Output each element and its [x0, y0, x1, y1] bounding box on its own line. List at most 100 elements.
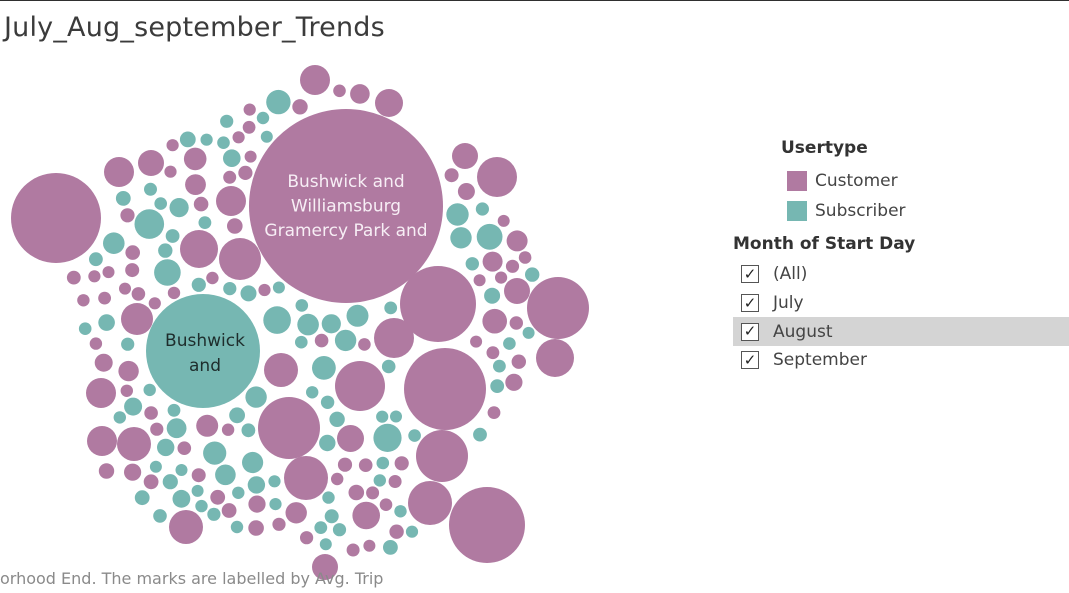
filter-option-july[interactable]: ✓ July — [733, 289, 1069, 318]
bubble[interactable] — [408, 481, 452, 525]
bubble[interactable] — [248, 495, 266, 513]
bubble[interactable] — [223, 282, 237, 296]
bubble[interactable] — [242, 120, 256, 134]
bubble[interactable] — [191, 468, 206, 483]
bubble[interactable] — [183, 147, 207, 171]
bubble[interactable] — [247, 476, 266, 494]
bubble[interactable] — [86, 378, 116, 408]
bubble[interactable] — [482, 308, 508, 334]
bubble[interactable] — [383, 540, 398, 555]
bubble[interactable] — [373, 423, 402, 452]
bubble[interactable] — [180, 230, 218, 268]
bubble[interactable] — [98, 291, 111, 305]
bubble[interactable] — [238, 165, 253, 180]
bubble[interactable] — [346, 304, 369, 327]
bubble[interactable] — [374, 318, 414, 358]
bubble[interactable] — [450, 227, 472, 249]
bubble[interactable] — [292, 99, 308, 115]
checkbox-checked-icon[interactable]: ✓ — [741, 351, 759, 370]
bubble[interactable] — [475, 202, 489, 216]
bubble[interactable] — [150, 422, 164, 436]
bubble[interactable] — [244, 150, 257, 163]
bubble[interactable] — [207, 507, 221, 521]
bubble[interactable] — [263, 306, 291, 334]
bubble[interactable] — [536, 339, 574, 377]
bubble[interactable] — [446, 203, 469, 226]
bubble[interactable] — [416, 430, 468, 482]
bubble[interactable] — [158, 243, 173, 258]
bubble[interactable] — [358, 458, 373, 473]
checkbox-checked-icon[interactable]: ✓ — [741, 294, 759, 313]
bubble[interactable] — [191, 277, 206, 292]
bubble[interactable] — [319, 538, 332, 551]
bubble[interactable] — [297, 313, 319, 336]
bubble[interactable] — [131, 287, 146, 301]
bubble[interactable] — [358, 338, 371, 351]
bubble[interactable] — [373, 474, 386, 487]
bubble[interactable] — [376, 410, 389, 423]
bubble[interactable] — [366, 486, 380, 500]
bubble[interactable] — [408, 429, 421, 442]
bubble[interactable] — [352, 501, 381, 530]
bubble[interactable] — [119, 282, 131, 295]
bubble[interactable] — [322, 491, 335, 504]
bubble[interactable] — [272, 281, 285, 294]
bubble[interactable] — [511, 354, 526, 369]
bubble[interactable] — [314, 521, 328, 534]
bubble[interactable] — [162, 474, 178, 490]
bubble[interactable] — [221, 503, 237, 518]
bubble[interactable] — [379, 498, 393, 512]
bubble[interactable] — [125, 263, 140, 278]
bubble[interactable] — [210, 489, 226, 505]
bubble[interactable] — [169, 198, 189, 218]
bubble[interactable] — [102, 266, 115, 279]
bubble[interactable] — [193, 196, 209, 212]
bubble[interactable] — [153, 509, 167, 523]
bubble[interactable] — [89, 252, 103, 267]
bubble[interactable] — [394, 505, 407, 518]
bubble[interactable] — [497, 214, 510, 227]
bubble[interactable] — [242, 451, 264, 474]
bubble[interactable] — [77, 294, 90, 307]
bubble[interactable] — [493, 359, 506, 373]
bubble[interactable] — [506, 230, 528, 252]
bubble[interactable] — [334, 329, 357, 352]
bubble[interactable] — [169, 510, 203, 544]
bubble[interactable] — [217, 136, 230, 149]
bubble[interactable] — [223, 149, 241, 167]
bubble[interactable] — [120, 384, 133, 397]
bubble[interactable] — [284, 456, 328, 500]
bubble[interactable] — [179, 131, 196, 148]
bubble[interactable] — [113, 411, 127, 424]
bubble[interactable] — [124, 397, 143, 416]
bubble[interactable] — [143, 474, 159, 490]
bubble[interactable] — [477, 157, 517, 197]
bubble[interactable] — [103, 232, 125, 254]
bubble[interactable] — [203, 441, 227, 465]
legend-item-subscriber[interactable]: Subscriber — [781, 196, 906, 226]
bubble[interactable] — [335, 361, 385, 411]
filter-option-september[interactable]: ✓ September — [733, 346, 1069, 375]
checkbox-checked-icon[interactable]: ✓ — [741, 322, 759, 341]
bubble[interactable] — [487, 406, 501, 419]
bubble[interactable] — [121, 337, 135, 351]
bubble[interactable] — [525, 267, 540, 282]
bubble[interactable] — [346, 543, 360, 557]
labeled-bubble[interactable] — [146, 294, 260, 408]
bubble[interactable] — [121, 303, 153, 335]
bubble[interactable] — [390, 410, 402, 423]
checkbox-checked-icon[interactable]: ✓ — [741, 265, 759, 284]
bubble[interactable] — [144, 182, 157, 196]
bubble[interactable] — [319, 434, 336, 452]
bubble[interactable] — [206, 271, 219, 285]
bubble[interactable] — [457, 183, 475, 200]
filter-option-all[interactable]: ✓ (All) — [733, 260, 1069, 289]
labeled-bubble[interactable] — [249, 109, 443, 303]
bubble[interactable] — [89, 337, 103, 350]
filter-option-august[interactable]: ✓ August — [733, 317, 1069, 347]
bubble[interactable] — [166, 418, 187, 439]
bubble[interactable] — [264, 353, 298, 387]
bubble[interactable] — [400, 266, 476, 342]
bubble[interactable] — [260, 130, 273, 143]
bubble[interactable] — [490, 379, 505, 393]
